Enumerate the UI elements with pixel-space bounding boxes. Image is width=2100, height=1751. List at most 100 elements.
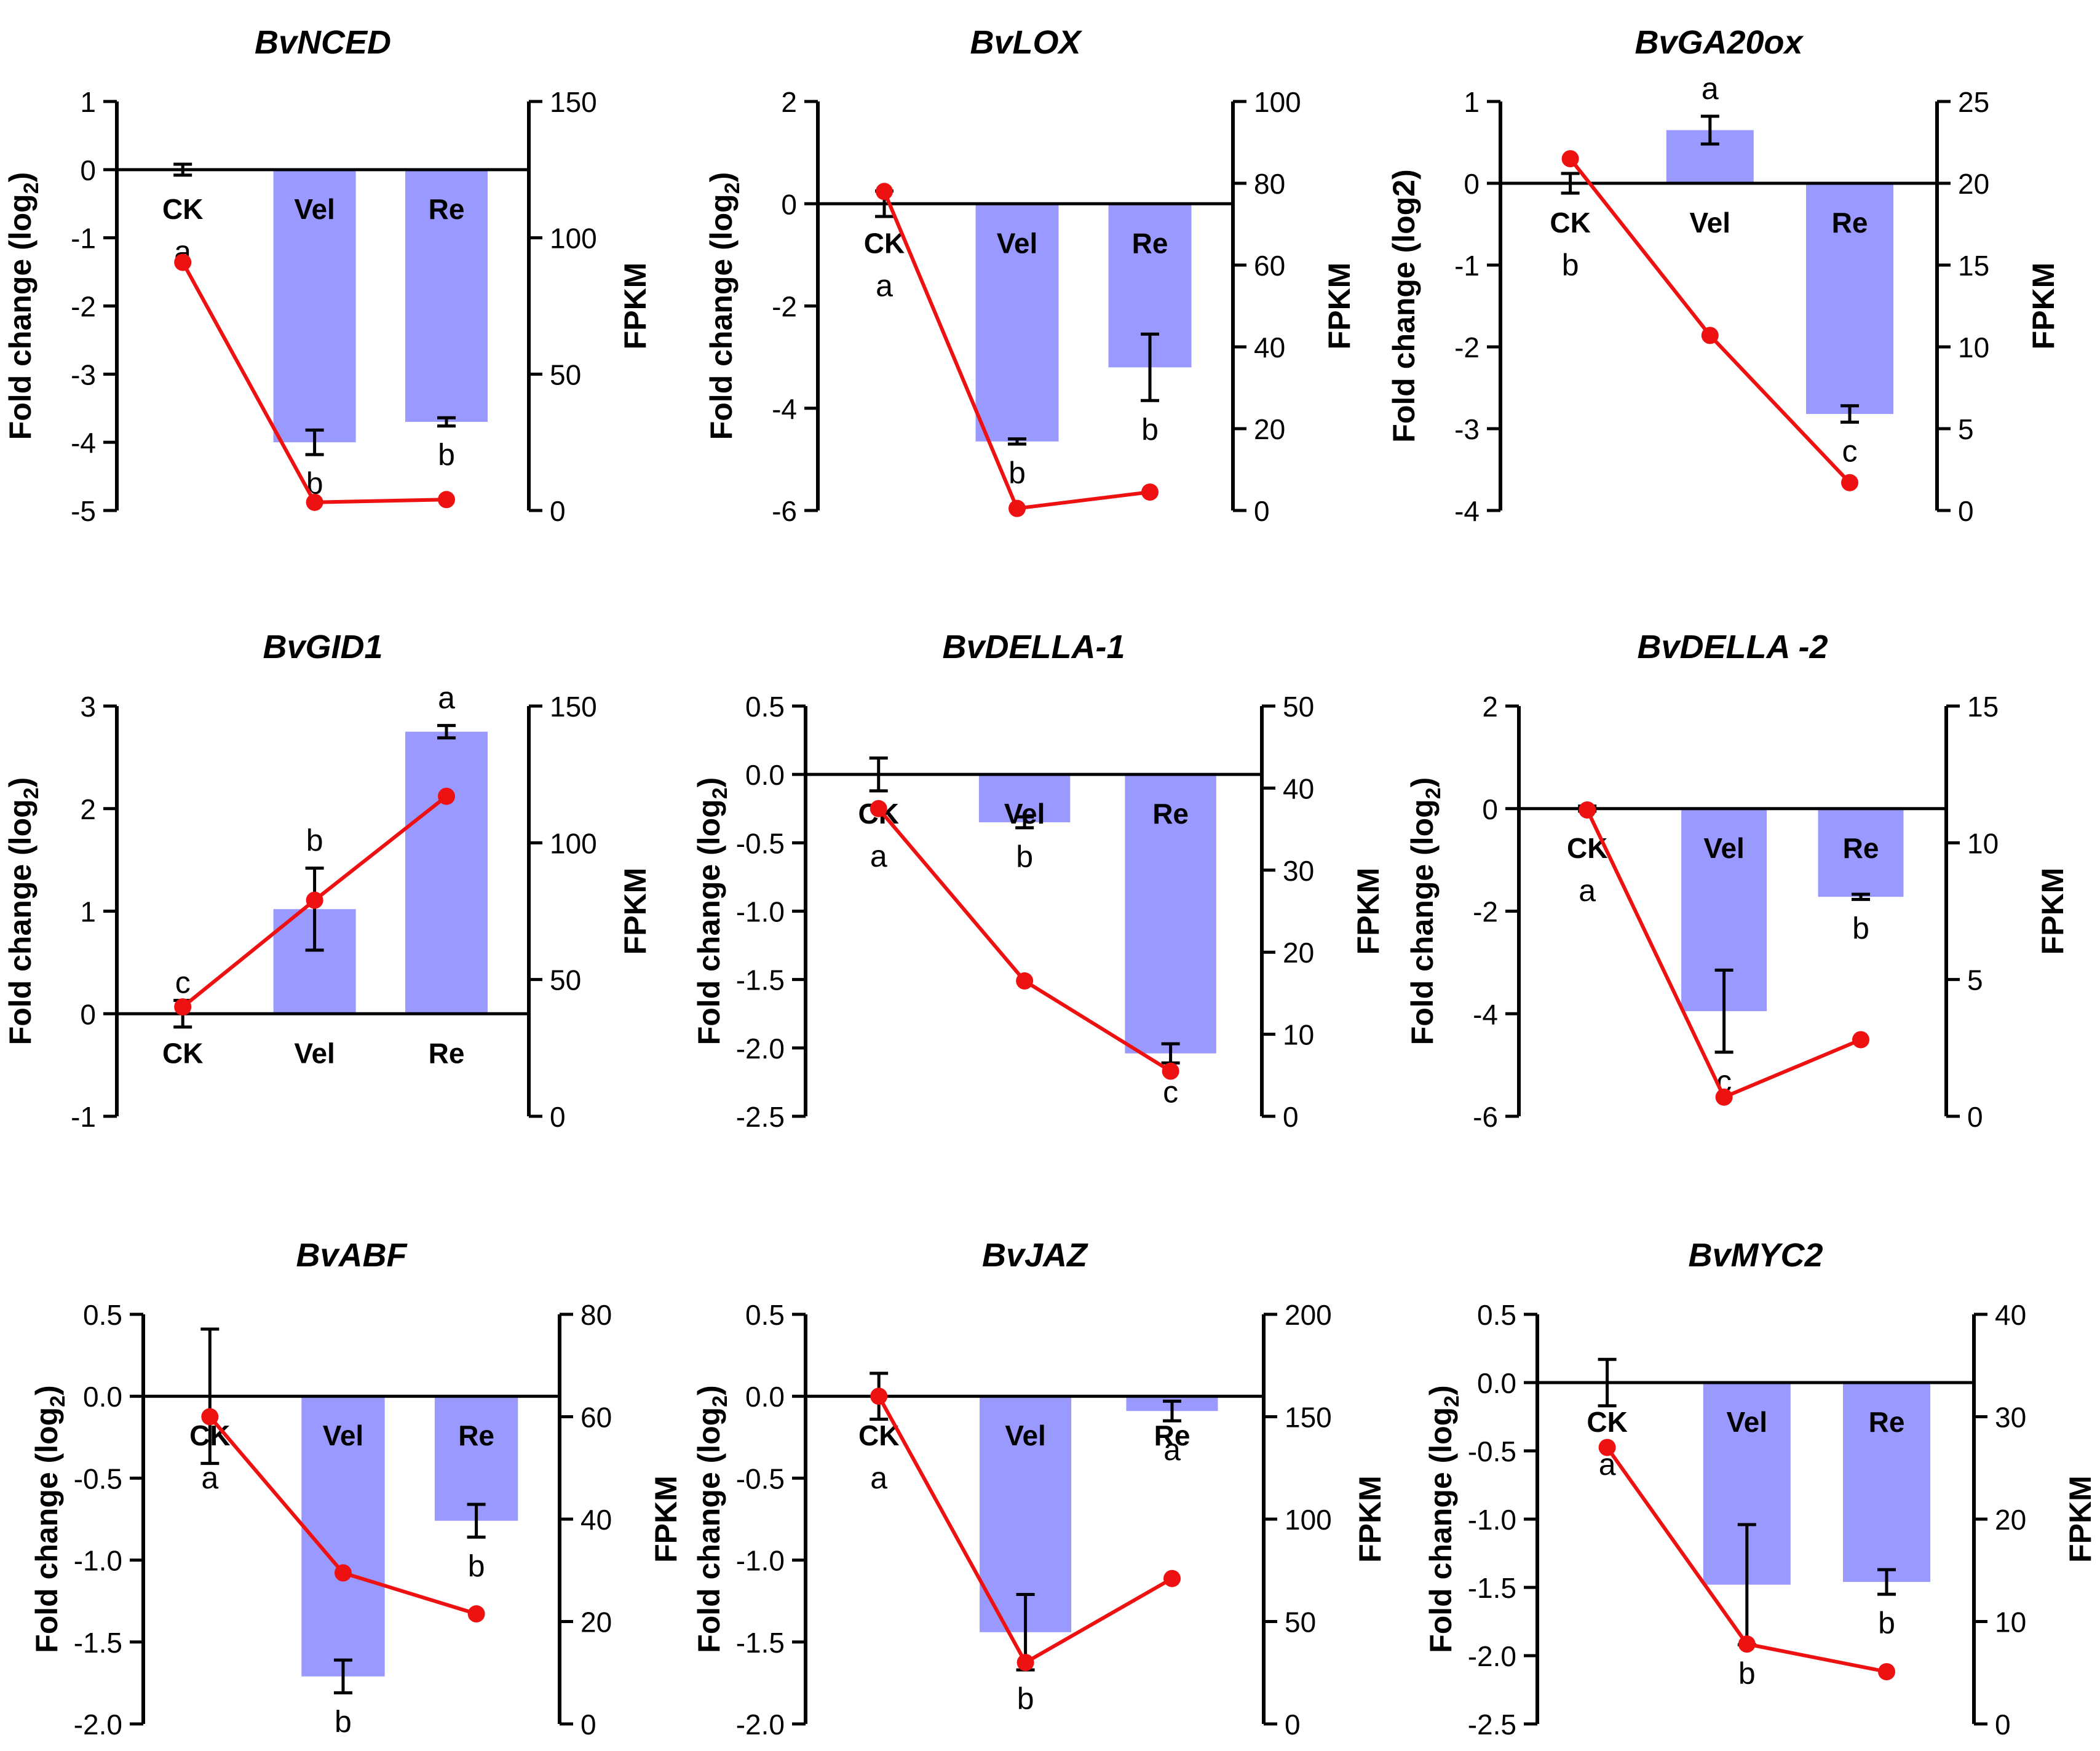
y2-tick-label: 40 [1995, 1299, 2026, 1331]
y-tick-label: -2 [772, 291, 797, 323]
category-label-vel: Vel [1005, 1419, 1046, 1451]
y-axis-label-main: Fold change (log [704, 194, 739, 440]
error-bar-re [467, 1503, 486, 1539]
y2-tick-label: 80 [1254, 168, 1285, 200]
y2-tick-label: 10 [1958, 332, 1989, 363]
error-bar-vel [333, 1658, 352, 1694]
y2-tick-label: 0 [1958, 495, 1974, 527]
y-axis-label-subscript: 2 [708, 1396, 732, 1407]
y-tick-label: -1 [71, 1101, 96, 1133]
y-tick-label: 2 [80, 793, 96, 825]
y-axis-label: Fold change (log2) [1387, 169, 1421, 442]
fpkm-point-ck [870, 1388, 888, 1405]
y-tick-label: -2.5 [736, 1101, 785, 1133]
fpkm-point-ck [1579, 801, 1596, 819]
error-bar-re [437, 416, 456, 428]
y2-tick-label: 0 [1283, 1101, 1299, 1133]
significance-letter: b [1008, 456, 1026, 490]
y-tick-label: -1 [1454, 250, 1480, 282]
bar-vel [978, 774, 1071, 822]
y-tick-label: -2 [1473, 896, 1498, 928]
y-tick-label: -2 [1454, 332, 1480, 363]
bar-re [405, 169, 488, 422]
y2-tick-label: 20 [1254, 413, 1285, 445]
chart-panel-6: BvDELLA -2 2 0 -2 -4 -6 15 10 5 0 Fold change (log… [1405, 629, 2070, 1133]
chart-panel-7: BvABF 0.5 0.0 -0.5 -1.0 -1.5 -2.0 80 60 40 20 0 Fold… [30, 1237, 683, 1741]
chart-panel-9: BvMYC20.50.0-0.5-1.0-1.5-2.0-2.540302010… [1424, 1237, 2098, 1741]
significance-letter: b [1852, 911, 1869, 945]
y2-tick-label: 5 [1967, 964, 1983, 996]
y-tick-label: -3 [1454, 413, 1480, 445]
y-tick-label: 0.5 [745, 691, 785, 723]
y-tick-label: -2.5 [1468, 1709, 1516, 1741]
fpkm-point-ck [1598, 1439, 1616, 1456]
category-label-ck: CK [864, 227, 905, 259]
bar-re [1806, 183, 1893, 415]
y-tick-label: 0.5 [1477, 1299, 1516, 1331]
significance-letter: c [175, 965, 191, 999]
y-tick-label: 2 [1482, 691, 1498, 723]
y-tick-label: -4 [772, 393, 797, 425]
error-bar-vel [1008, 437, 1026, 446]
y-tick-label: -6 [772, 495, 797, 527]
significance-letter: c [1163, 1074, 1178, 1109]
category-label-vel: Vel [997, 227, 1038, 259]
y2-tick-label: 60 [580, 1402, 612, 1434]
fpkm-point-re [1852, 1031, 1869, 1049]
y-tick-label: 0 [80, 154, 96, 186]
y2-tick-label: 5 [1958, 413, 1974, 445]
y-tick-label: 3 [80, 691, 96, 723]
y-axis-label-main: Fold change (log [3, 194, 38, 440]
y2-tick-label: 100 [1254, 86, 1301, 118]
bar-vel [273, 169, 356, 443]
y2-tick-label: 150 [550, 86, 597, 118]
y-tick-label: -2.0 [74, 1709, 122, 1741]
error-bar-vel [1700, 114, 1719, 146]
y2-tick-label: 0 [550, 1101, 566, 1133]
category-label-re: Re [1152, 798, 1189, 830]
y-tick-label: -2.0 [736, 1709, 785, 1741]
fpkm-point-re [1162, 1062, 1179, 1080]
y2-tick-label: 0 [550, 495, 566, 527]
y-axis-label-close: ) [692, 777, 726, 788]
y-axis-label-main: Fold change (log [692, 1407, 726, 1653]
y-axis-label-main: Fold change (log [1405, 799, 1440, 1045]
fpkm-point-ck [876, 183, 893, 201]
y2-tick-label: 80 [580, 1299, 612, 1331]
y-axis-label-subscript: 2 [1422, 787, 1445, 799]
y-axis-label-main: Fold change (log2) [1387, 169, 1421, 442]
y-tick-label: -6 [1473, 1101, 1498, 1133]
y2-tick-label: 40 [580, 1504, 612, 1536]
y2-tick-label: 40 [1283, 772, 1314, 804]
y2-axis-label: FPKM [1353, 1475, 1387, 1563]
y2-axis-label: FPKM [1322, 263, 1357, 350]
category-label-ck: CK [858, 1419, 899, 1451]
fpkm-point-vel [1008, 499, 1026, 517]
y-axis-label-close: ) [3, 777, 38, 788]
y2-tick-label: 20 [1958, 168, 1989, 200]
y-tick-label: 1 [1464, 86, 1480, 118]
y-tick-label: -3 [71, 359, 96, 391]
fpkm-point-vel [1016, 972, 1034, 990]
chart-panel-5: BvDELLA-1 0.5 0.0 -0.5 -1.0 -1.5 -2.0 -2.5 50 40 3… [692, 629, 1385, 1133]
y-tick-label: 0.0 [83, 1381, 122, 1413]
chart-title: BvDELLA-1 [942, 629, 1125, 665]
fpkm-point-ck [201, 1408, 219, 1426]
y2-tick-label: 0 [580, 1709, 596, 1741]
y2-tick-label: 0 [1254, 495, 1270, 527]
category-label-re: Re [1869, 1406, 1905, 1438]
y2-tick-label: 0 [1995, 1709, 2011, 1741]
y-tick-label: -1.0 [74, 1545, 122, 1577]
y-axis-label-subscript: 2 [721, 182, 744, 194]
category-label-ck: CK [162, 193, 203, 225]
y2-tick-label: 200 [1285, 1299, 1332, 1331]
y-tick-label: -1 [71, 223, 96, 255]
y-axis-label-subscript: 2 [20, 182, 43, 194]
error-bar-re [1877, 1568, 1896, 1596]
error-bar-re [437, 724, 456, 740]
significance-letter: b [1738, 1656, 1756, 1691]
fpkm-point-ck [174, 253, 192, 271]
fpkm-point-vel [306, 493, 323, 511]
